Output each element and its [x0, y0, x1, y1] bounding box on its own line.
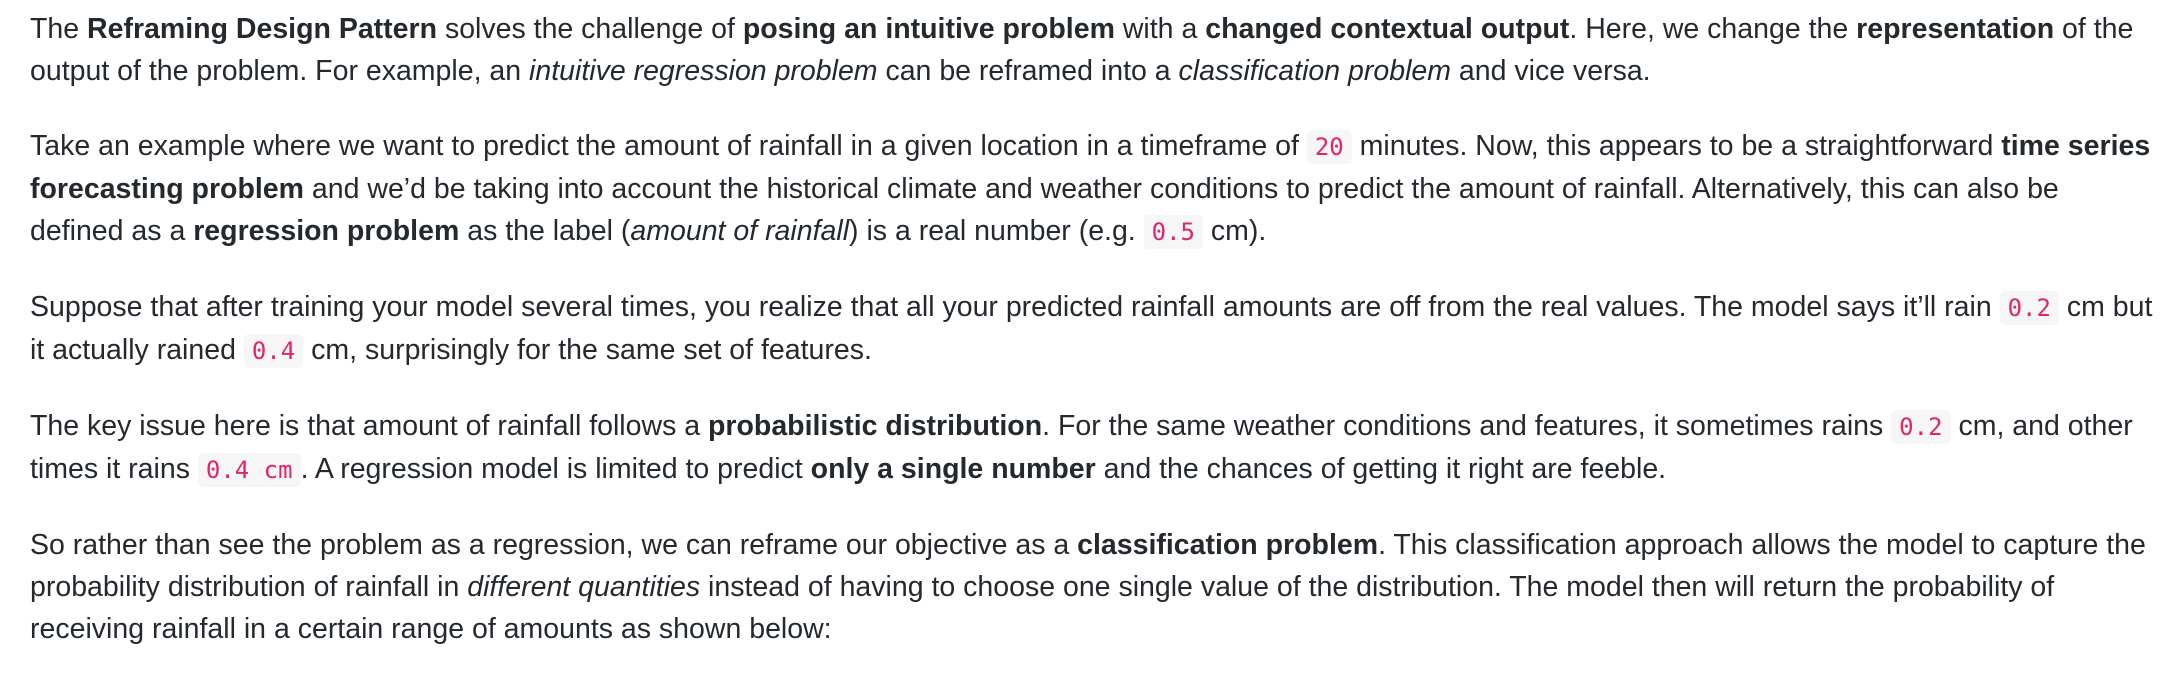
italic-text: classification problem: [1178, 55, 1451, 87]
text-run: of the output of the problem. For exampl…: [30, 13, 2134, 87]
inline-code: 0.5: [1143, 215, 1204, 249]
bold-text: time series forecasting problem: [30, 130, 2151, 205]
text-run: solves the challenge of: [437, 13, 743, 45]
text-run: The: [30, 13, 88, 45]
bold-text: classification problem: [1077, 529, 1379, 561]
inline-code: 20: [1306, 130, 1352, 164]
bold-text: regression problem: [193, 215, 460, 247]
text-run: cm, and other times it rains: [30, 410, 2133, 485]
text-run: and we’d be taking into account the hist…: [30, 173, 2059, 247]
paragraph: Suppose that after training your model s…: [30, 286, 2160, 372]
text-run: instead of having to choose one single v…: [30, 571, 2055, 645]
italic-text: amount of rainfall: [630, 215, 850, 247]
text-run: So rather than see the problem as a regr…: [30, 529, 1078, 561]
bold-text: posing an intuitive problem: [742, 13, 1115, 45]
text-run: minutes. Now, this appears to be a strai…: [1351, 130, 2002, 162]
text-run: Take an example where we want to predict…: [30, 130, 1307, 162]
text-run: . A regression model is limited to predi…: [300, 453, 811, 485]
text-run: cm).: [1203, 215, 1267, 247]
text-run: ) is a real number (e.g.: [849, 215, 1144, 247]
text-run: Suppose that after training your model s…: [30, 291, 2000, 323]
text-run: and vice versa.: [1451, 55, 1651, 87]
bold-text: changed contextual output: [1205, 13, 1570, 45]
text-run: cm, surprisingly for the same set of fea…: [303, 334, 872, 366]
text-run: cm but it actually rained: [30, 291, 2153, 366]
inline-code: 0.2: [1999, 291, 2059, 325]
text-run: as the label (: [459, 215, 631, 247]
article-body: The Reframing Design Pattern solves the …: [30, 8, 2160, 683]
bold-text: only a single number: [810, 453, 1096, 485]
text-run: The key issue here is that amount of rai…: [30, 410, 709, 442]
paragraph: So rather than see the problem as a regr…: [30, 524, 2160, 650]
paragraph: The key issue here is that amount of rai…: [30, 405, 2160, 491]
italic-text: intuitive regression problem: [529, 55, 878, 87]
bold-text: probabilistic distribution: [708, 410, 1043, 442]
inline-code: 0.4: [243, 334, 304, 368]
paragraph: The Reframing Design Pattern solves the …: [30, 8, 2160, 92]
text-run: and the chances of getting it right are …: [1095, 453, 1667, 485]
text-run: . Here, we change the: [1569, 13, 1857, 45]
inline-code: 0.2: [1891, 410, 1951, 444]
inline-code: 0.4 cm: [197, 453, 301, 487]
text-run: with a: [1114, 13, 1206, 45]
paragraph: Take an example where we want to predict…: [30, 125, 2160, 253]
bold-text: representation: [1856, 13, 2055, 45]
italic-text: different quantities: [467, 571, 701, 603]
text-run: . This classification approach allows th…: [30, 529, 2146, 603]
text-run: . For the same weather conditions and fe…: [1042, 410, 1892, 442]
text-run: can be reframed into a: [877, 55, 1179, 87]
bold-text: Reframing Design Pattern: [87, 13, 438, 45]
